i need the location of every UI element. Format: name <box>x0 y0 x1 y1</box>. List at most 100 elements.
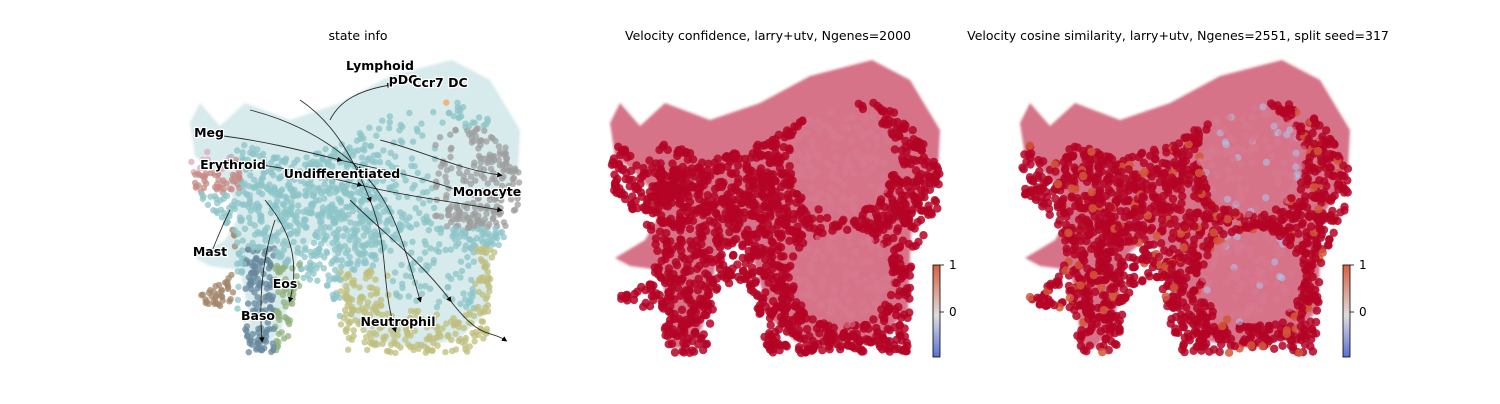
cell-point <box>895 254 903 262</box>
cell-point <box>1180 134 1188 142</box>
cell-point <box>800 251 807 258</box>
cell-point <box>779 319 787 327</box>
cell-point <box>1157 239 1165 247</box>
cell-point <box>423 350 429 356</box>
cell-point <box>510 176 516 182</box>
cell-point <box>249 145 255 151</box>
cell-point <box>409 239 415 245</box>
cell-point <box>826 194 833 201</box>
cell-point <box>677 247 685 255</box>
cell-point <box>1278 342 1286 350</box>
cell-point <box>798 215 806 223</box>
cell-point <box>627 167 635 175</box>
cell-point <box>697 180 705 188</box>
cell-point <box>850 170 857 177</box>
cell-point <box>690 172 698 180</box>
cell-point <box>275 210 281 216</box>
cell-point <box>655 146 663 154</box>
cell-point <box>383 220 389 226</box>
cell-point <box>232 206 238 212</box>
cell-point <box>859 299 866 306</box>
cell-point <box>1225 114 1232 121</box>
cell-point <box>816 215 824 223</box>
cell-point <box>1310 115 1318 123</box>
cell-point <box>320 230 326 236</box>
cell-point <box>608 161 616 169</box>
cell-point <box>303 187 309 193</box>
cell-point <box>625 175 633 183</box>
cell-point <box>1282 288 1289 295</box>
cell-point <box>286 321 292 327</box>
cell-point <box>651 204 659 212</box>
cell-point <box>366 125 372 131</box>
cell-point <box>454 100 460 106</box>
cell-point <box>1179 159 1187 167</box>
cell-point <box>673 183 681 191</box>
cell-point <box>357 295 363 301</box>
cell-point <box>739 215 747 223</box>
cell-point <box>813 324 821 332</box>
cell-point <box>223 280 229 286</box>
cell-point <box>476 114 482 120</box>
cell-point <box>488 155 494 161</box>
cell-point <box>283 206 289 212</box>
cell-point <box>882 337 890 345</box>
cell-point <box>840 197 847 204</box>
colorbar-2-gradient <box>933 265 940 357</box>
cell-point <box>909 126 917 134</box>
cell-point <box>743 237 751 245</box>
cell-point <box>1051 160 1059 168</box>
cell-point <box>499 175 505 181</box>
cell-point <box>212 295 218 301</box>
cell-point <box>698 159 706 167</box>
cell-point <box>439 325 445 331</box>
cell-point <box>364 347 370 353</box>
cell-point <box>406 110 412 116</box>
cell-point <box>1098 348 1106 356</box>
cell-point <box>399 281 405 287</box>
cell-point <box>1101 209 1109 217</box>
cell-point <box>1292 163 1299 170</box>
cell-point <box>372 232 378 238</box>
cell-point <box>677 236 685 244</box>
cell-point <box>695 275 703 283</box>
cell-point <box>387 248 393 254</box>
cell-point <box>1256 266 1263 273</box>
colorbar-2-tick-label-0: 0 <box>949 305 957 319</box>
cell-point <box>302 245 308 251</box>
cell-point <box>1270 345 1278 353</box>
cell-point <box>481 128 487 134</box>
cell-point <box>387 119 393 125</box>
cell-point <box>279 266 285 272</box>
cell-point <box>827 205 834 212</box>
cell-point <box>258 213 264 219</box>
cell-point <box>663 197 671 205</box>
cell-point <box>258 218 264 224</box>
cell-point <box>618 146 626 154</box>
cell-point <box>903 284 911 292</box>
cell-point <box>276 175 282 181</box>
cell-point <box>832 189 839 196</box>
cell-point <box>240 183 246 189</box>
cell-point <box>1102 231 1110 239</box>
cell-point <box>424 218 430 224</box>
cell-point <box>1258 342 1266 350</box>
cell-point <box>415 170 421 176</box>
cell-point <box>1151 194 1159 202</box>
cell-point <box>1260 112 1267 119</box>
cell-point <box>1177 186 1185 194</box>
cell-point <box>646 302 654 310</box>
cell-point <box>757 164 765 172</box>
cell-point <box>1271 258 1278 265</box>
cell-point <box>405 341 411 347</box>
cell-point <box>294 249 300 255</box>
cell-point <box>665 320 673 328</box>
cell-point <box>882 345 890 353</box>
cell-point <box>1270 123 1277 130</box>
cell-point <box>448 146 454 152</box>
cell-point <box>329 258 335 264</box>
cell-point <box>1026 293 1034 301</box>
cell-point <box>502 144 508 150</box>
cell-point <box>1153 273 1161 281</box>
cell-point <box>753 290 761 298</box>
